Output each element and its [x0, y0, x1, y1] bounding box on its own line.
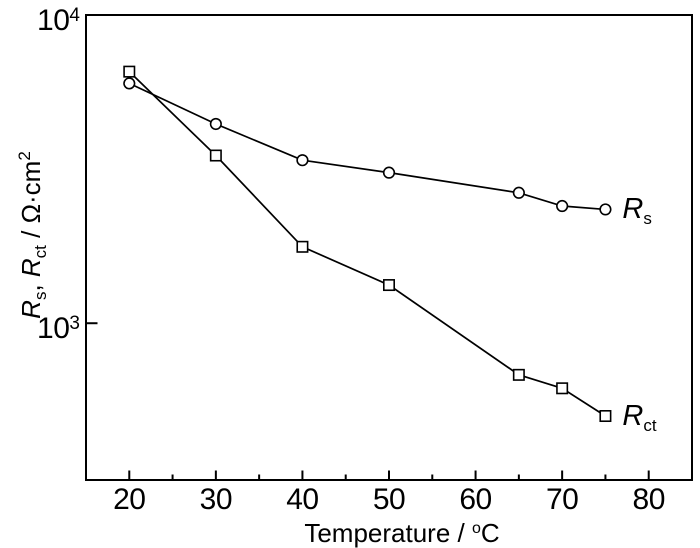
x-tick-label: 80 [632, 483, 666, 516]
plot-frame [85, 14, 693, 481]
data-point-square [123, 65, 136, 78]
data-point-square [382, 279, 395, 292]
series-line-rs [128, 82, 606, 211]
series-label-rct: Rct [622, 401, 656, 441]
data-point-circle [512, 186, 525, 199]
y-axis-separator: , [16, 277, 46, 292]
data-point-square [599, 410, 612, 423]
data-point-circle [599, 203, 612, 216]
x-axis-title-text: Temperature / [304, 518, 472, 548]
series-rct-symbol: R [622, 400, 644, 432]
data-point-circle [123, 77, 136, 90]
x-axis-title-unit: C [480, 518, 500, 548]
data-point-circle [296, 154, 309, 167]
series-rs-subscript: s [643, 209, 652, 229]
x-tick-label: 30 [199, 483, 233, 516]
series-rs-symbol: R [622, 193, 644, 226]
y-axis-var2-sub: ct [31, 245, 50, 259]
x-tick-label: 50 [372, 483, 406, 516]
y-tick-base: 10 [37, 312, 70, 346]
series-label-rs: Rs [622, 194, 651, 234]
x-tick-label: 60 [459, 483, 492, 516]
y-axis-title: Rs, Rct / Ω·cm2 [10, 151, 56, 319]
data-point-circle [209, 117, 222, 131]
y-tick-label: 104 [37, 1, 80, 36]
data-point-square [209, 149, 222, 162]
x-axis-title: Temperature / oC [304, 513, 499, 548]
y-axis-var2: R [16, 258, 46, 278]
y-tick-exponent: 3 [69, 313, 80, 335]
x-tick-label: 20 [113, 483, 146, 516]
series-rct-subscript: ct [643, 416, 657, 435]
y-tick-label: 103 [37, 309, 80, 344]
y-axis-units: / Ω·cm [16, 160, 46, 246]
x-tick-label: 70 [545, 483, 579, 516]
degree-superscript: o [471, 520, 481, 537]
y-axis-var1-sub: s [31, 291, 50, 301]
data-point-circle [382, 166, 396, 179]
y-axis-units-sup: 2 [15, 151, 34, 161]
x-tick-label: 40 [286, 483, 319, 516]
data-point-square [512, 368, 525, 381]
data-point-square [556, 382, 569, 395]
data-point-square [296, 240, 309, 253]
y-tick-base: 10 [37, 4, 70, 37]
series-line-rct [128, 71, 606, 417]
data-point-circle [556, 199, 569, 213]
y-tick-exponent: 4 [69, 5, 80, 26]
